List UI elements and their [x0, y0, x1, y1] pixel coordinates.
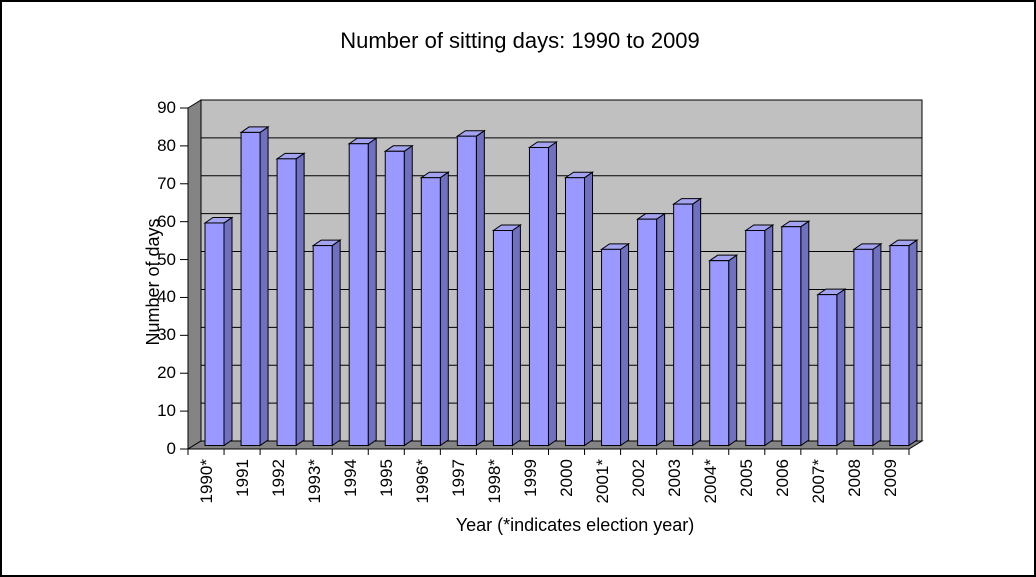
bar-side-face [800, 220, 810, 447]
bar-2005 [744, 224, 775, 447]
x-tick-label-1992: 1992 [268, 459, 288, 497]
y-tick-label-40: 40 [157, 287, 176, 307]
bar-side-face [836, 288, 846, 447]
bar-side-face [511, 224, 521, 447]
y-tick-label-0: 0 [166, 439, 176, 458]
bar-1995 [383, 144, 414, 447]
bar-side-face [367, 137, 377, 447]
bar-front-face [853, 248, 874, 446]
bar-front-face [889, 245, 910, 446]
bar-side-face [331, 239, 341, 447]
bar-1990 [203, 216, 234, 447]
y-tick-label-50: 50 [157, 249, 176, 269]
bar-side-face [439, 171, 449, 447]
x-tick-label-2003: 2003 [665, 459, 685, 497]
bar-side-face [620, 242, 630, 447]
y-tick-label-70: 70 [157, 173, 176, 193]
bar-side-face [223, 216, 233, 447]
axes [180, 107, 910, 455]
x-tick-label-2000: 2000 [557, 459, 577, 497]
x-tick-label-2008: 2008 [845, 459, 865, 497]
bar-front-face [312, 245, 333, 446]
x-axis-title: Year (*indicates election year) [455, 515, 695, 535]
bar-front-face [817, 294, 838, 446]
bar-front-face [276, 158, 297, 446]
left-wall [187, 99, 202, 450]
bar-side-face [728, 254, 738, 447]
bar-front-face [745, 229, 766, 446]
x-tick-label-1994: 1994 [340, 459, 360, 497]
bar-2008 [852, 242, 883, 447]
bar-front-face [240, 131, 261, 446]
y-tick-label-20: 20 [157, 363, 176, 383]
bar-2006 [780, 220, 811, 447]
bar-front-face [709, 260, 730, 446]
bar-side-face [584, 171, 593, 447]
bar-front-face [528, 147, 549, 446]
bar-side-face [692, 197, 702, 447]
x-tick-label-1993: 1993* [304, 459, 324, 504]
bar-front-face [492, 229, 513, 446]
bar-1993 [311, 239, 342, 447]
bar-side-face [764, 224, 774, 447]
bar-front-face [781, 226, 802, 446]
bar-front-face [348, 143, 369, 447]
x-tick-label-1995: 1995 [376, 459, 396, 497]
x-tick-label-2006: 2006 [773, 459, 793, 497]
y-tick-label-30: 30 [157, 325, 176, 345]
bar-front-face [420, 177, 441, 447]
bar-front-face [384, 150, 405, 446]
bar-front-face [673, 203, 694, 446]
bar-front-face [601, 248, 622, 446]
x-tick-label-2007: 2007* [809, 459, 829, 504]
bar-2002 [635, 212, 667, 447]
bar-2007 [816, 288, 847, 447]
x-tick-label-1990: 1990* [196, 459, 216, 504]
x-tick-label-2009: 2009 [881, 459, 901, 497]
x-tick-label-1998: 1998* [484, 459, 504, 504]
bar-1998 [491, 224, 523, 447]
y-tick-label-10: 10 [157, 401, 176, 421]
bar-front-face [204, 222, 225, 446]
y-tick-label-90: 90 [157, 97, 176, 117]
x-tick-label-2004: 2004* [701, 459, 721, 504]
bar-2004 [708, 254, 739, 447]
bar-side-face [295, 152, 305, 447]
bar-side-face [259, 125, 269, 447]
x-tick-label-1991: 1991 [232, 459, 252, 497]
bar-side-face [475, 129, 485, 447]
bar-1992 [275, 152, 306, 447]
bars [203, 125, 919, 447]
bar-side-face [547, 141, 557, 447]
bar-1996 [419, 171, 450, 447]
y-tick-label-80: 80 [157, 135, 176, 155]
bar-front-face [637, 218, 658, 446]
x-tick-label-2001: 2001* [593, 459, 613, 504]
bar-1994 [347, 137, 378, 447]
bar-side-face [403, 144, 413, 447]
x-tick-label-1997: 1997 [448, 459, 468, 497]
bar-2001 [599, 242, 631, 447]
bar-front-face [456, 135, 477, 446]
back-wall [200, 99, 923, 442]
bar-1999 [527, 141, 559, 447]
x-tick-label-2002: 2002 [629, 459, 649, 497]
bar-2003 [672, 197, 703, 447]
bar-2009 [888, 239, 919, 447]
bar-2000 [563, 171, 595, 447]
x-tick-label-1996: 1996* [412, 459, 432, 504]
bar-side-face [872, 242, 882, 447]
bar-front-face [565, 177, 585, 447]
y-tick-label-60: 60 [157, 211, 176, 231]
chart-title: Number of sitting days: 1990 to 2009 [340, 28, 700, 53]
x-tick-label-2005: 2005 [737, 459, 757, 497]
x-tick-label-1999: 1999 [520, 459, 540, 497]
bar-side-face [908, 239, 918, 447]
bar-1991 [239, 125, 270, 447]
bar-side-face [656, 212, 666, 447]
bar-1997 [455, 129, 486, 447]
